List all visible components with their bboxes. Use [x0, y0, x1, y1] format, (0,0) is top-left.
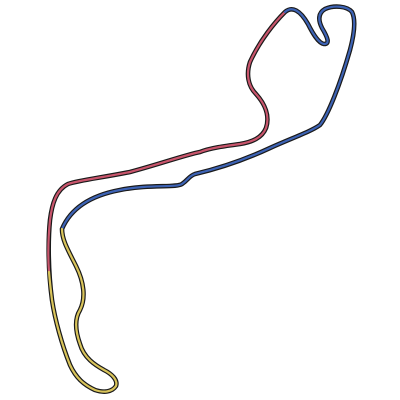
sector-3-path: [47, 227, 118, 393]
sector-1-path: [47, 10, 287, 274]
sector-2-path: [60, 5, 356, 231]
track-outline-path: [46, 4, 357, 394]
track-sectors: [47, 5, 356, 393]
track-outline: [46, 4, 357, 394]
